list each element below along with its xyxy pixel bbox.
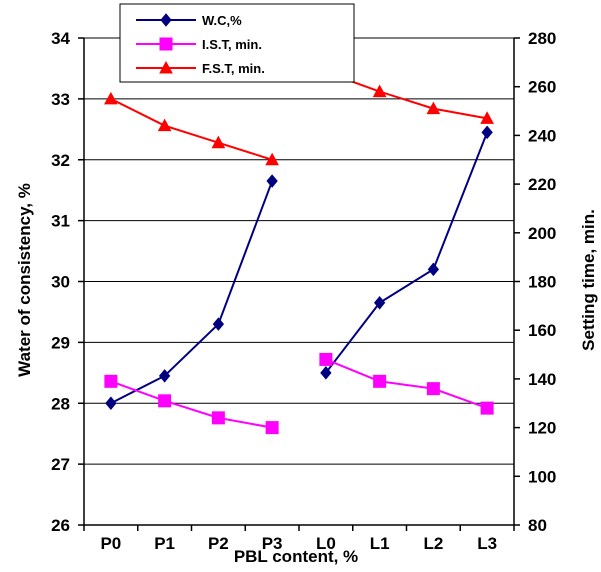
x-tick-label: L1 — [370, 534, 390, 553]
y-right-tick-label: 220 — [528, 175, 556, 194]
y-left-tick-label: 27 — [51, 455, 70, 474]
data-point-ist — [104, 374, 118, 388]
data-point-wc — [427, 262, 440, 277]
series-ist — [104, 352, 494, 435]
y-right-tick-label: 200 — [528, 224, 556, 243]
x-tick-label: L3 — [477, 534, 497, 553]
x-tick-label: L0 — [316, 534, 336, 553]
legend-label-fst: F.S.T, min. — [202, 61, 265, 76]
x-tick-label: P3 — [262, 534, 283, 553]
y-left-tick-label: 34 — [51, 29, 70, 48]
data-point-fst — [157, 118, 172, 132]
x-tick-label: P2 — [208, 534, 229, 553]
data-point-wc — [373, 296, 386, 310]
y-right-tick-label: 140 — [528, 370, 556, 389]
data-point-ist — [373, 374, 387, 388]
y-right-tick-label: 120 — [528, 419, 556, 438]
series-wc — [105, 125, 493, 411]
data-point-fst — [426, 101, 441, 115]
data-point-ist — [158, 394, 172, 408]
data-point-wc — [481, 125, 493, 140]
data-point-wc — [158, 369, 171, 383]
y-left-tick-label: 33 — [51, 90, 70, 109]
data-point-ist — [319, 352, 333, 366]
data-point-wc — [320, 366, 332, 380]
legend-marker-wc — [160, 13, 172, 27]
y-right-tick-label: 160 — [528, 321, 556, 340]
y-left-tick-label: 31 — [51, 212, 70, 231]
data-point-ist — [480, 401, 494, 415]
y-left-tick-label: 28 — [51, 394, 70, 413]
data-point-fst — [372, 84, 387, 98]
y-right-tick-label: 260 — [528, 78, 556, 97]
y-right-tick-label: 180 — [528, 273, 556, 292]
y-right-tick-label: 240 — [528, 126, 556, 145]
y-left-tick-label: 29 — [51, 333, 70, 352]
y-left-tick-label: 30 — [51, 273, 70, 292]
series-line-fst — [110, 97, 273, 161]
data-point-wc — [266, 174, 278, 188]
data-point-ist — [211, 411, 225, 425]
data-point-ist — [426, 382, 440, 396]
series-line-wc — [110, 180, 274, 405]
series-layer — [104, 65, 494, 435]
data-point-fst — [211, 135, 226, 149]
x-tick-label: L2 — [423, 534, 443, 553]
data-point-fst — [104, 91, 118, 105]
legend-marker-fst — [159, 60, 173, 74]
x-axis-title: PBL content, % — [234, 547, 358, 566]
series-line-wc — [325, 131, 489, 374]
data-point-fst — [480, 111, 494, 124]
y-right-tick-label: 100 — [528, 467, 556, 486]
axes — [78, 37, 520, 531]
y-axis-left-title: Water of consistency, % — [15, 183, 34, 377]
series-line-ist — [110, 380, 273, 429]
data-point-fst — [265, 152, 279, 166]
data-point-wc — [105, 396, 117, 411]
y-axis-right-title: Setting time, min. — [579, 209, 598, 351]
y-left-tick-label: 26 — [51, 516, 70, 535]
legend: W.C,% I.S.T, min. F.S.T, min. — [119, 3, 355, 83]
legend-marker-ist — [159, 37, 173, 51]
tick-labels: 26 27 28 29 30 31 32 33 34 80 100 120 140 160 180 200 22… — [51, 29, 556, 553]
x-tick-label: P1 — [154, 534, 175, 553]
y-right-tick-label: 80 — [528, 516, 547, 535]
y-right-tick-label: 280 — [528, 29, 556, 48]
series-line-ist — [325, 358, 488, 410]
x-tick-label: P0 — [100, 534, 121, 553]
legend-label-ist: I.S.T, min. — [202, 37, 262, 52]
data-point-wc — [212, 317, 225, 331]
legend-label-wc: W.C,% — [202, 13, 242, 28]
data-point-ist — [265, 421, 279, 435]
y-left-tick-label: 32 — [51, 151, 70, 170]
